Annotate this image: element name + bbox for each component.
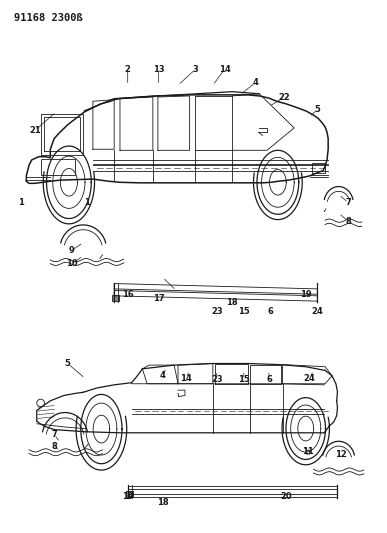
Text: 5: 5 xyxy=(65,359,71,368)
Text: 23: 23 xyxy=(211,308,223,316)
Text: 8: 8 xyxy=(51,442,57,451)
Text: 14: 14 xyxy=(180,374,192,383)
Text: 21: 21 xyxy=(29,126,41,135)
Text: 14: 14 xyxy=(219,65,230,74)
Text: 23: 23 xyxy=(211,375,223,384)
Text: 4: 4 xyxy=(159,372,166,380)
Text: 19: 19 xyxy=(122,492,134,501)
Text: 13: 13 xyxy=(153,65,164,74)
Text: 9: 9 xyxy=(69,246,74,255)
Text: 1: 1 xyxy=(18,198,24,207)
Text: 91168 2300ß: 91168 2300ß xyxy=(14,13,82,23)
Text: 17: 17 xyxy=(153,294,164,303)
Bar xyxy=(312,163,325,173)
Text: 20: 20 xyxy=(281,492,292,501)
Text: 18: 18 xyxy=(157,498,168,506)
Text: 18: 18 xyxy=(226,298,238,307)
Text: 5: 5 xyxy=(314,105,320,114)
Bar xyxy=(112,295,119,301)
Text: 1: 1 xyxy=(84,198,90,207)
Text: 6: 6 xyxy=(266,375,272,384)
Text: 6: 6 xyxy=(268,308,274,316)
Text: 4: 4 xyxy=(252,78,259,87)
Text: 2: 2 xyxy=(125,65,131,74)
Text: 7: 7 xyxy=(346,198,351,207)
Text: 15: 15 xyxy=(238,375,250,384)
Bar xyxy=(126,491,133,497)
Text: 19: 19 xyxy=(300,290,312,299)
Text: 22: 22 xyxy=(279,93,290,101)
Text: 15: 15 xyxy=(238,308,250,316)
Text: 7: 7 xyxy=(51,430,57,439)
Text: 11: 11 xyxy=(302,448,313,456)
Text: 3: 3 xyxy=(193,65,198,74)
Text: 8: 8 xyxy=(346,217,351,225)
Text: 12: 12 xyxy=(335,450,346,458)
Text: 24: 24 xyxy=(312,308,323,316)
Bar xyxy=(41,159,75,175)
Text: 16: 16 xyxy=(122,290,134,299)
Text: 10: 10 xyxy=(66,260,77,268)
Text: 24: 24 xyxy=(304,374,315,383)
